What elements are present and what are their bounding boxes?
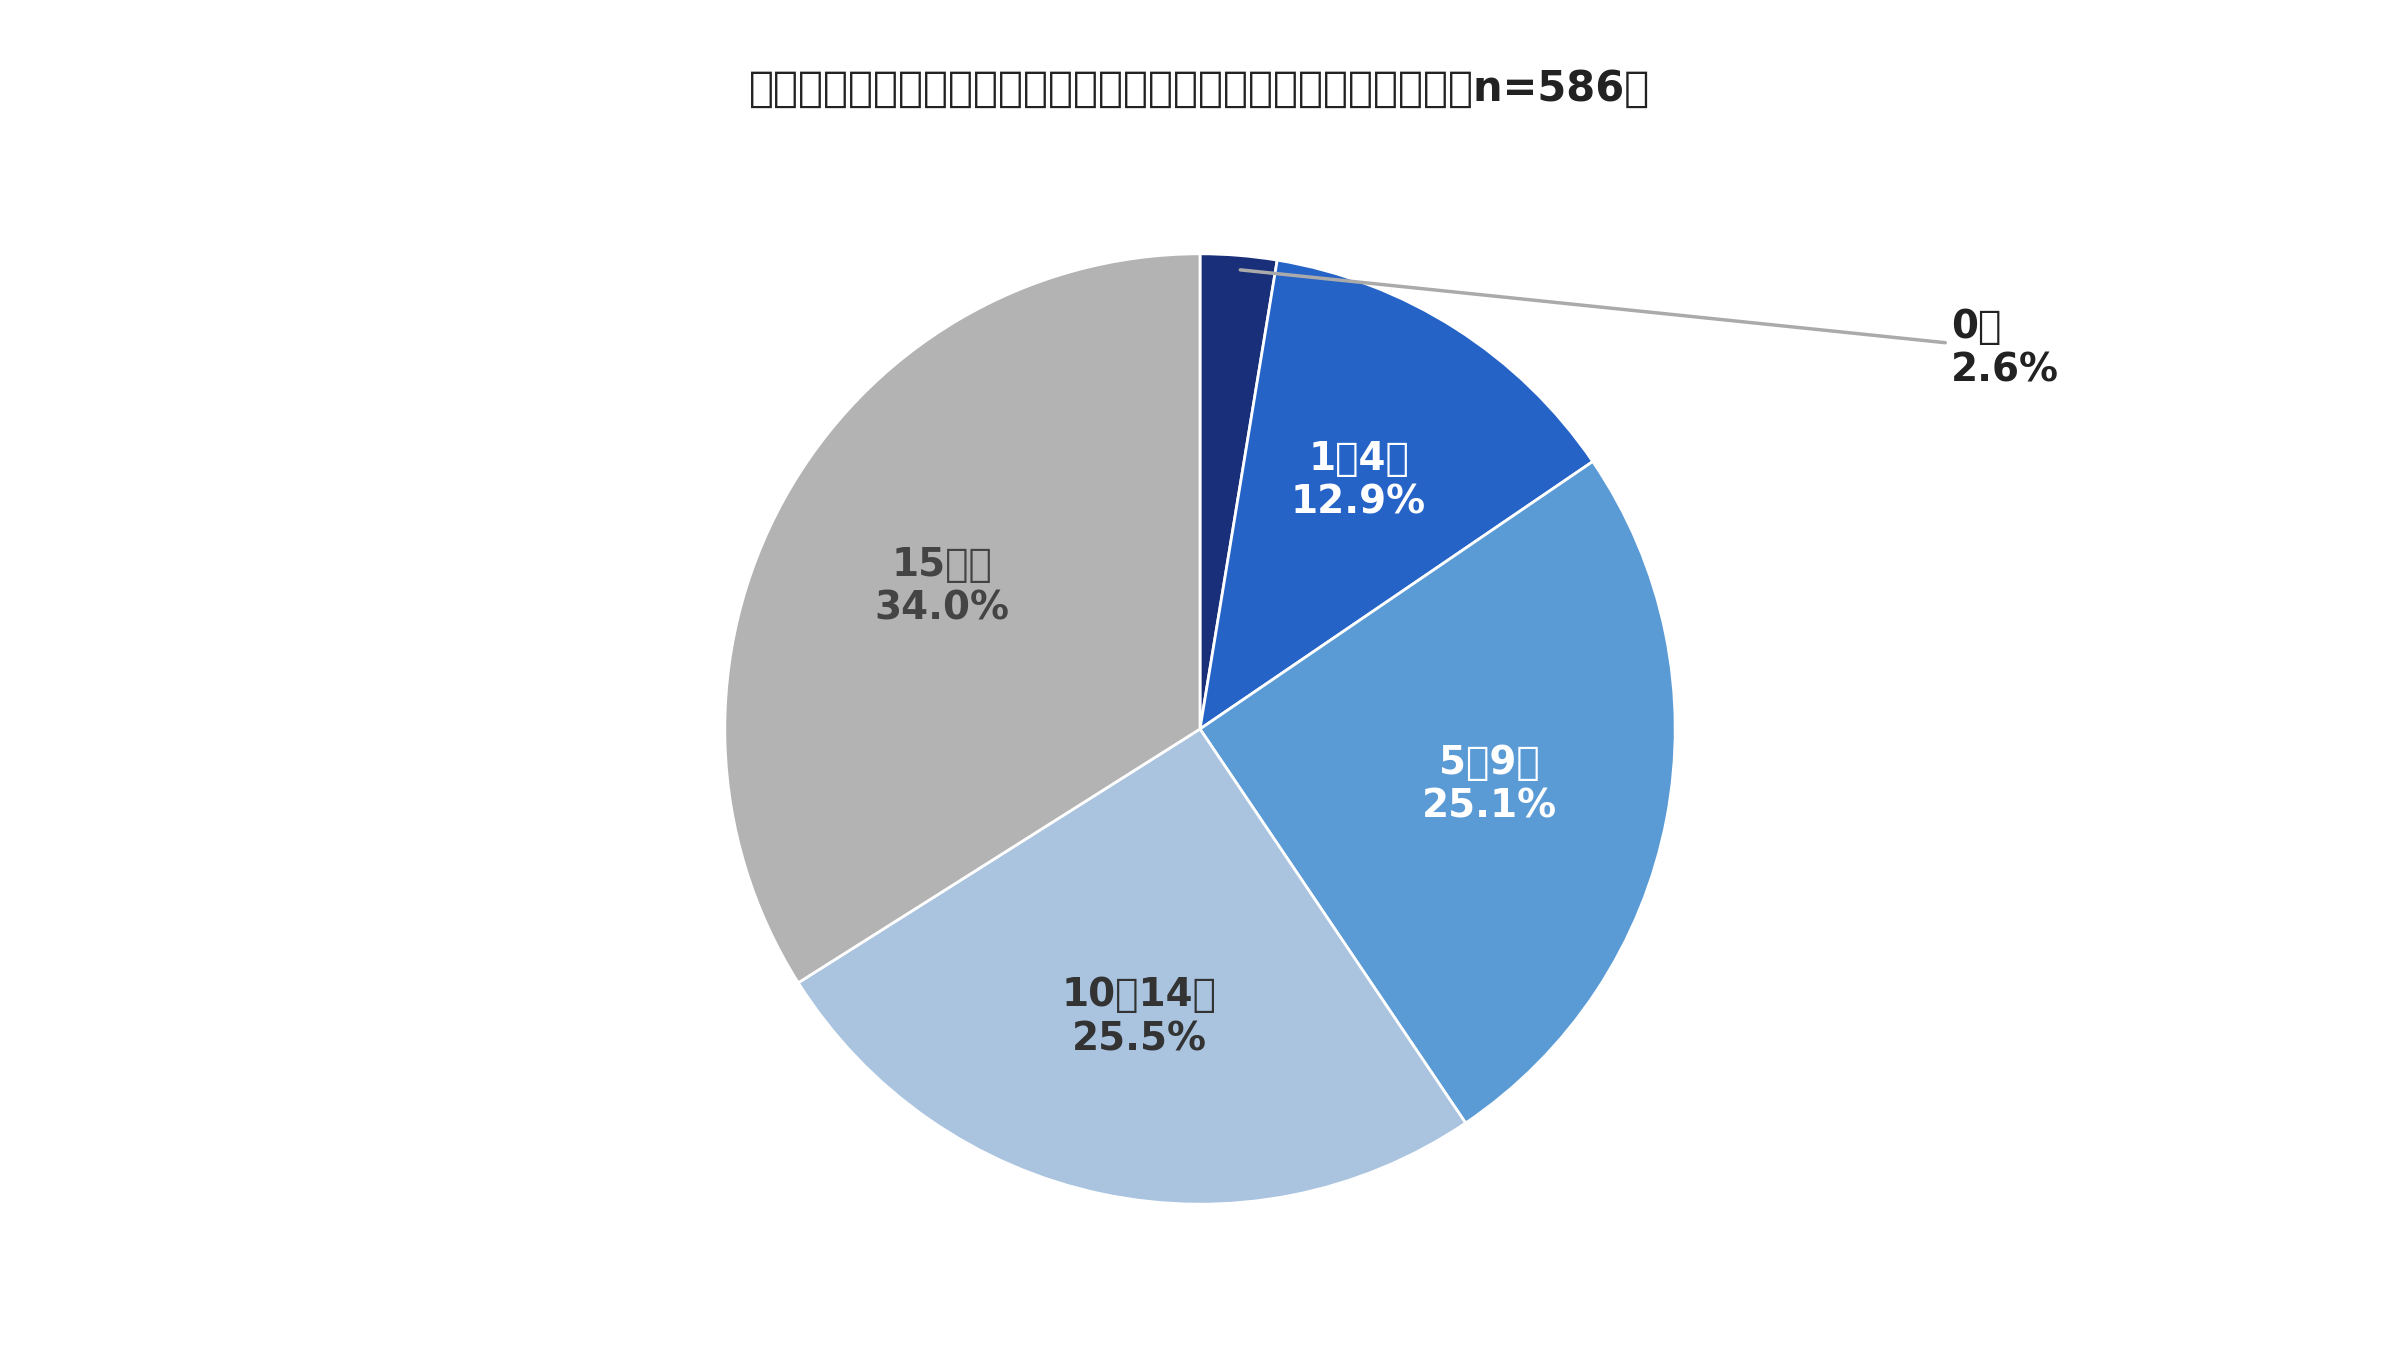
Wedge shape [799, 729, 1466, 1204]
Text: 15社〜
34.0%: 15社〜 34.0% [874, 545, 1010, 628]
Wedge shape [1200, 261, 1594, 729]
Wedge shape [725, 254, 1200, 983]
Wedge shape [1200, 254, 1277, 729]
Text: 今後、夏インターンシップに何社エントリーする予定ですか。（n=586）: 今後、夏インターンシップに何社エントリーする予定ですか。（n=586） [749, 68, 1651, 109]
Text: 1〜4社
12.9%: 1〜4社 12.9% [1291, 440, 1426, 521]
Text: 10〜14社
25.5%: 10〜14社 25.5% [1061, 976, 1217, 1058]
Wedge shape [1200, 462, 1675, 1123]
Text: 5〜9社
25.1%: 5〜9社 25.1% [1421, 744, 1558, 826]
Text: 0社
2.6%: 0社 2.6% [1241, 270, 2059, 390]
